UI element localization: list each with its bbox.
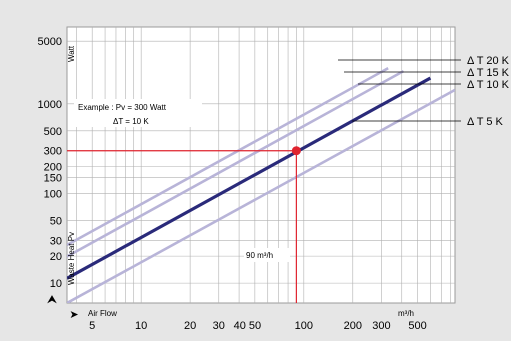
y-tick-label: 200 <box>44 161 62 173</box>
y-tick-label: 1000 <box>38 99 62 111</box>
series-line-4 <box>67 88 455 303</box>
example-group: Example : Pv = 300 Watt ΔT = 10 K 90 m³/h <box>67 99 301 303</box>
example-text-line2: ΔT = 10 K <box>113 117 149 126</box>
y-axis-label: Waste Heat Pv <box>67 232 76 285</box>
y-tick-label: 20 <box>50 251 62 263</box>
airflow-label-bg <box>244 248 290 262</box>
series-line-2 <box>67 69 405 258</box>
y-axis-unit: Watt <box>67 45 76 62</box>
x-axis-unit: m³/h <box>398 309 414 318</box>
grid-vertical <box>76 27 452 303</box>
x-tick-label: 200 <box>344 320 362 332</box>
legend-label: Δ T 20 K <box>467 55 510 67</box>
y-tick-label: 30 <box>50 235 62 247</box>
series-group <box>67 67 455 303</box>
y-tick-label: 5000 <box>38 36 62 48</box>
series-line-1 <box>67 67 389 247</box>
example-text-line1: Example : Pv = 300 Watt <box>78 103 167 112</box>
legend-label: Δ T 10 K <box>467 79 510 91</box>
airflow-label: 90 m³/h <box>246 251 273 260</box>
legend-label: Δ T 15 K <box>467 67 510 79</box>
x-axis-arrow-icon: ➤ <box>69 309 78 321</box>
series-line-3 <box>67 76 432 280</box>
x-axis-label: Air Flow <box>88 309 117 318</box>
y-tick-label: 50 <box>50 215 62 227</box>
x-tick-label: 40 50 <box>234 320 262 332</box>
x-tick-label: 500 <box>408 320 426 332</box>
example-point <box>291 146 301 156</box>
example-text-bg <box>74 99 202 127</box>
x-tick-label: 20 <box>184 320 196 332</box>
y-tick-label: 100 <box>44 188 62 200</box>
y-tick-label: 150 <box>44 173 62 185</box>
y-axis-arrow-icon: ⮝ <box>47 292 57 306</box>
x-tick-label: 100 <box>295 320 313 332</box>
x-tick-label: 10 <box>135 320 147 332</box>
legend-label: Δ T 5 K <box>467 116 504 128</box>
y-tick-label: 500 <box>44 126 62 138</box>
y-tick-label: 10 <box>50 278 62 290</box>
x-tick-label: 5 <box>89 320 95 332</box>
x-tick-label: 300 <box>372 320 390 332</box>
x-tick-label: 30 <box>213 320 225 332</box>
y-tick-label: 300 <box>44 146 62 158</box>
